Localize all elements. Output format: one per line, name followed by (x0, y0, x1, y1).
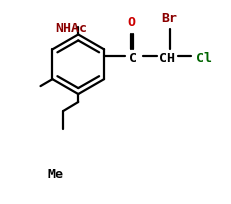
Text: Me: Me (47, 167, 64, 180)
Text: C: C (129, 52, 137, 64)
Text: Cl: Cl (196, 52, 212, 64)
Text: O: O (127, 16, 135, 29)
Text: Br: Br (162, 12, 178, 25)
Text: CH: CH (159, 52, 175, 64)
Text: NHAc: NHAc (55, 22, 87, 35)
